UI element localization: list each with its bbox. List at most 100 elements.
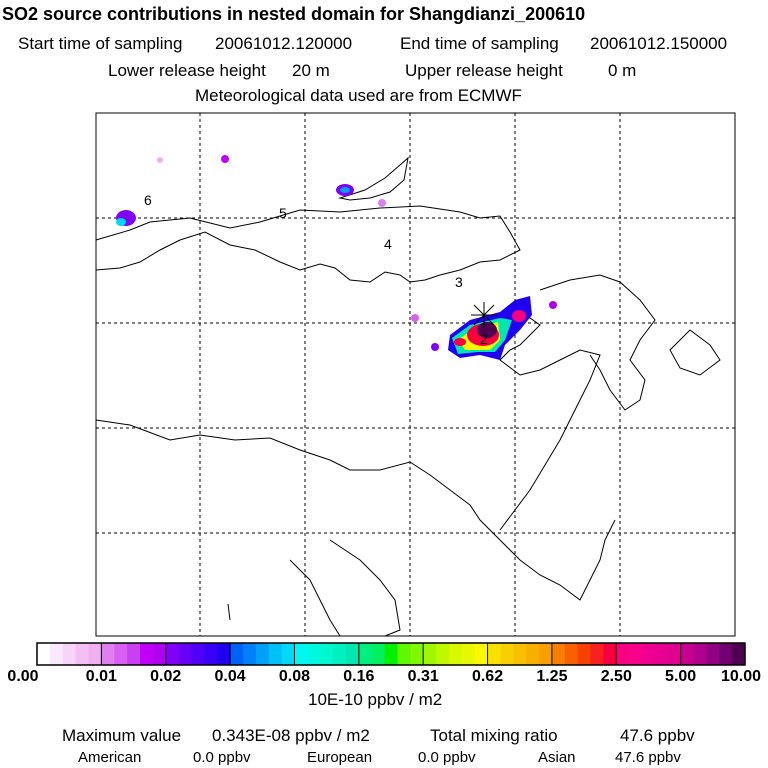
colorbar-swatch <box>384 643 398 665</box>
max-label: Maximum value <box>62 726 182 745</box>
contour-label-4: 4 <box>384 236 392 252</box>
colorbar-swatch <box>49 643 64 665</box>
colorbar-tick-label: 0.31 <box>407 668 439 685</box>
colorbar-swatch <box>654 643 669 665</box>
colorbar-swatch <box>577 643 592 665</box>
colorbar-swatch <box>268 643 283 665</box>
source-marker-icon <box>471 302 497 328</box>
plume-blob <box>157 157 163 163</box>
contour-labels: 6 5 4 3 2 <box>144 192 488 347</box>
colorbar-swatch <box>500 643 514 665</box>
colorbar-swatch <box>487 643 501 665</box>
contour-label-6: 6 <box>144 192 152 208</box>
colorbar-swatch <box>719 643 733 665</box>
colorbar-swatch <box>732 643 746 665</box>
colorbar-swatch <box>294 643 308 665</box>
colorbar-swatch <box>204 643 218 665</box>
start-value: 20061012.120000 <box>215 34 353 53</box>
lower-value: 20 m <box>292 61 330 80</box>
colorbar-swatch <box>667 643 682 665</box>
asian-value: 47.6 ppbv <box>615 749 681 766</box>
colorbar-tick-label: 0.08 <box>278 668 311 685</box>
plume-blob <box>340 187 350 193</box>
colorbar-swatch <box>436 643 450 665</box>
colorbar-tick-label: 0.04 <box>214 668 246 685</box>
colorbar-swatch <box>616 643 630 665</box>
colorbar-swatch <box>307 643 321 665</box>
colorbar-tick-label: 0.16 <box>343 668 375 685</box>
colorbar-swatch <box>333 643 347 665</box>
colorbar-swatch <box>230 643 244 665</box>
european-value: 0.0 ppbv <box>418 749 476 766</box>
colorbar-tick-label: 10.00 <box>720 668 762 685</box>
grid-lines <box>96 113 735 636</box>
colorbar-tick-label: 5.00 <box>665 668 697 685</box>
colorbar-tick-label: 1.25 <box>536 668 568 685</box>
colorbar-swatch <box>152 643 167 665</box>
upper-value: 0 m <box>608 61 637 80</box>
chart-title: SO2 source contributions in nested domai… <box>2 4 586 24</box>
colorbar-tick-label: 0.01 <box>85 668 117 685</box>
colorbar-tick-label: 2.50 <box>600 668 632 685</box>
total-value: 47.6 ppbv <box>620 726 695 745</box>
met-source: Meteorological data used are from ECMWF <box>195 86 522 105</box>
american-value: 0.0 ppbv <box>193 749 251 766</box>
colorbar-swatch <box>75 643 89 665</box>
european-label: European <box>307 749 373 766</box>
colorbar-swatch <box>114 643 128 665</box>
colorbar-swatch <box>397 643 411 665</box>
colorbar-swatch <box>62 643 77 665</box>
colorbar-swatch <box>590 643 604 665</box>
colorbar-swatch <box>242 643 257 665</box>
plume-blob <box>431 343 439 351</box>
end-label: End time of sampling <box>400 34 559 53</box>
map-frame <box>95 112 736 637</box>
lower-label: Lower release height <box>108 61 266 80</box>
colorbar-swatch <box>178 643 192 665</box>
colorbar-swatch <box>706 643 720 665</box>
contour-label-2: 2 <box>480 331 488 347</box>
plume-blob <box>477 322 497 338</box>
colorbar-swatch <box>539 643 553 665</box>
colorbar-tick-label: 0.02 <box>150 668 182 685</box>
contour-label-5: 5 <box>279 205 287 221</box>
plume-blob <box>512 310 526 322</box>
total-label: Total mixing ratio <box>430 726 558 745</box>
colorbar-swatch <box>410 643 424 665</box>
map-panel: 6 5 4 3 2 <box>95 112 736 637</box>
colorbar-swatch <box>513 643 527 665</box>
colorbar-swatch <box>423 643 437 665</box>
american-label: American <box>78 749 142 766</box>
colorbar-swatch <box>474 643 489 665</box>
colorbar-swatch <box>217 643 231 665</box>
coastlines-borders <box>95 156 721 637</box>
colorbar-swatch <box>461 643 476 665</box>
plume <box>116 155 557 360</box>
colorbar-swatch <box>139 643 154 665</box>
colorbar-swatch <box>448 643 463 665</box>
colorbar-swatch <box>371 643 386 665</box>
asian-label: Asian <box>538 749 576 766</box>
colorbar-swatch <box>255 643 270 665</box>
colorbar-swatch <box>526 643 540 665</box>
colorbar-swatch <box>693 643 707 665</box>
upper-label: Upper release height <box>405 61 563 80</box>
colorbar-swatch <box>127 643 141 665</box>
colorbar-swatch <box>37 643 51 665</box>
colorbar-swatch <box>564 643 579 665</box>
colorbar-swatch <box>101 643 115 665</box>
max-value: 0.343E-08 ppbv / m2 <box>212 726 370 745</box>
colorbar-swatch <box>345 643 360 665</box>
colorbar-swatch <box>642 643 656 665</box>
plume-blob <box>454 338 466 346</box>
contour-label-3: 3 <box>455 274 463 290</box>
colorbar-border <box>36 642 746 666</box>
plume-blob <box>116 218 126 226</box>
colorbar-swatch <box>551 643 566 665</box>
colorbar-swatch <box>281 643 295 665</box>
plume-blob <box>411 314 419 322</box>
colorbar-swatch <box>88 643 102 665</box>
colorbar-swatch <box>191 643 205 665</box>
colorbar-tick-label: 0.62 <box>471 668 504 685</box>
colorbar-tick-label: 0.00 <box>7 668 39 685</box>
